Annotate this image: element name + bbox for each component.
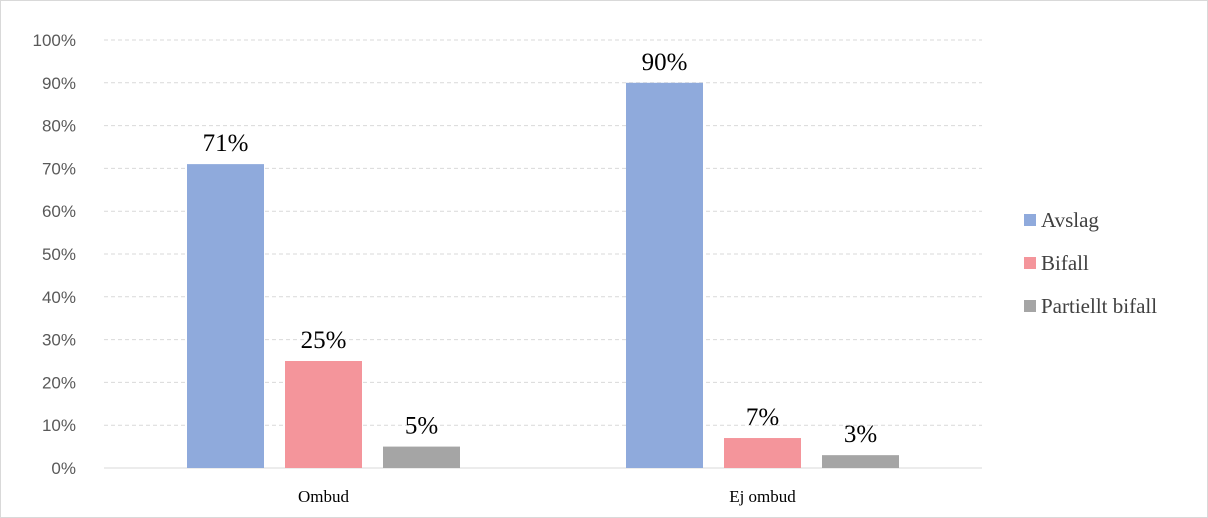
legend-label: Avslag (1041, 208, 1099, 232)
y-tick-label: 40% (42, 288, 76, 307)
legend: Avslag Bifall Partiellt bifall (1024, 208, 1157, 318)
data-label: 7% (746, 404, 779, 431)
bar-bifall (285, 361, 362, 468)
y-tick-label: 90% (42, 74, 76, 93)
legend-swatch (1024, 300, 1036, 312)
data-label: 5% (405, 413, 438, 440)
y-tick-label: 70% (42, 159, 76, 178)
bars (187, 82, 899, 469)
bar-avslag (626, 82, 703, 469)
legend-swatch (1024, 257, 1036, 269)
legend-swatch (1024, 214, 1036, 226)
category-label: Ombud (298, 487, 350, 506)
bar-partiellt-bifall (822, 455, 899, 468)
y-tick-label: 10% (42, 416, 76, 435)
bar-avslag (187, 164, 264, 468)
y-tick-label: 0% (51, 459, 76, 478)
bar-partiellt-bifall (383, 446, 460, 468)
y-tick-label: 20% (42, 373, 76, 392)
data-label: 3% (844, 421, 877, 448)
category-label: Ej ombud (729, 487, 796, 506)
y-tick-label: 100% (33, 31, 76, 50)
data-label: 90% (642, 49, 688, 76)
legend-label: Bifall (1041, 251, 1089, 275)
y-tick-label: 80% (42, 117, 76, 136)
bar-bifall (724, 438, 801, 468)
data-label: 25% (301, 327, 347, 354)
data-labels: 71% 25% 5% 90% 7% 3% (203, 49, 878, 448)
y-tick-label: 60% (42, 202, 76, 221)
y-axis-ticks: 0% 10% 20% 30% 40% 50% 60% 70% 80% 90% 100% (33, 31, 76, 478)
y-tick-label: 50% (42, 245, 76, 264)
data-label: 71% (203, 130, 249, 157)
x-axis-categories: Ombud Ej ombud (298, 487, 796, 506)
legend-label: Partiellt bifall (1041, 294, 1157, 318)
y-tick-label: 30% (42, 331, 76, 350)
